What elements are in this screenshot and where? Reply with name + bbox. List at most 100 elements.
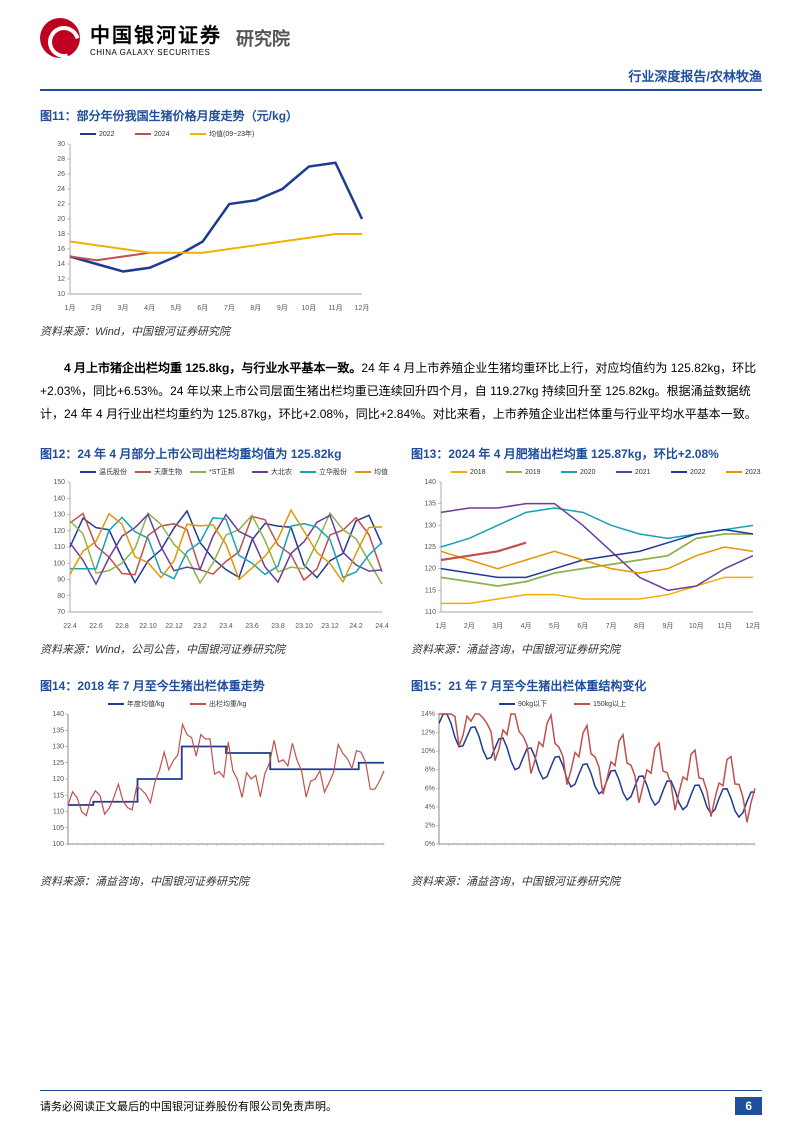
footer-divider bbox=[40, 1090, 762, 1091]
svg-text:7月: 7月 bbox=[224, 304, 235, 312]
logo-icon bbox=[40, 18, 80, 58]
fig11-title: 图11：部分年份我国生猪价格月度走势（元/kg） bbox=[40, 107, 762, 124]
svg-text:2020: 2020 bbox=[580, 469, 596, 476]
fig14-title: 图14：2018 年 7 月至今生猪出栏体重走势 bbox=[40, 677, 391, 694]
svg-text:22.6: 22.6 bbox=[89, 623, 103, 630]
svg-text:3月: 3月 bbox=[492, 622, 503, 630]
brand-block: 中国银河证券 CHINA GALAXY SECURITIES bbox=[90, 19, 222, 57]
svg-text:12月: 12月 bbox=[355, 304, 370, 312]
fig12-title: 图12：24 年 4 月部分上市公司出栏均重均值为 125.82kg bbox=[40, 445, 391, 462]
svg-text:2%: 2% bbox=[425, 823, 435, 830]
svg-text:0%: 0% bbox=[425, 841, 435, 848]
fig12-source: 资料来源：Wind，公司公告，中国银河证券研究院 bbox=[40, 641, 391, 657]
svg-text:8月: 8月 bbox=[250, 304, 261, 312]
svg-text:5月: 5月 bbox=[549, 622, 560, 630]
svg-text:23.6: 23.6 bbox=[245, 623, 259, 630]
svg-text:大北农: 大北农 bbox=[271, 467, 292, 476]
svg-text:天康生物: 天康生物 bbox=[154, 467, 182, 476]
row-12-13: 图12：24 年 4 月部分上市公司出栏均重均值为 125.82kg 70809… bbox=[40, 439, 762, 657]
svg-text:2024: 2024 bbox=[154, 131, 170, 138]
svg-text:120: 120 bbox=[424, 566, 436, 573]
svg-text:温氏股份: 温氏股份 bbox=[99, 467, 127, 476]
svg-text:24: 24 bbox=[57, 186, 65, 193]
svg-text:4月: 4月 bbox=[521, 622, 532, 630]
svg-text:6%: 6% bbox=[425, 786, 435, 793]
svg-text:125: 125 bbox=[424, 544, 436, 551]
svg-text:100: 100 bbox=[52, 841, 64, 848]
svg-text:10: 10 bbox=[57, 291, 65, 298]
fig11-chart: 10121416182022242628301月2月3月4月5月6月7月8月9月… bbox=[40, 126, 370, 316]
fig12-chart: 70809010011012013014015022.422.622.822.1… bbox=[40, 464, 390, 634]
svg-text:70: 70 bbox=[57, 609, 65, 616]
fig12-col: 图12：24 年 4 月部分上市公司出栏均重均值为 125.82kg 70809… bbox=[40, 439, 391, 657]
fig13-chart: 1101151201251301351401月2月3月4月5月6月7月8月9月1… bbox=[411, 464, 761, 634]
svg-text:4月: 4月 bbox=[144, 304, 155, 312]
svg-text:2022: 2022 bbox=[99, 131, 115, 138]
svg-text:5月: 5月 bbox=[171, 304, 182, 312]
svg-text:3月: 3月 bbox=[118, 304, 129, 312]
svg-text:6月: 6月 bbox=[197, 304, 208, 312]
svg-text:22.8: 22.8 bbox=[115, 623, 129, 630]
svg-text:10月: 10月 bbox=[302, 304, 317, 312]
svg-text:115: 115 bbox=[425, 588, 436, 595]
fig15-title: 图15：21 年 7 月至今生猪出栏体重结构变化 bbox=[411, 677, 762, 694]
svg-text:23.4: 23.4 bbox=[219, 623, 233, 630]
svg-text:150: 150 bbox=[53, 479, 65, 486]
disclaimer: 请务必阅读正文最后的中国银河证券股份有限公司免责声明。 bbox=[40, 1098, 337, 1114]
svg-text:立华股份: 立华股份 bbox=[319, 467, 347, 476]
svg-text:135: 135 bbox=[52, 728, 64, 735]
svg-text:2023: 2023 bbox=[745, 469, 761, 476]
fig14-chart: 100105110115120125130135140年度均值/kg出栏均重/k… bbox=[40, 696, 390, 866]
brand-en: CHINA GALAXY SECURITIES bbox=[90, 48, 222, 57]
svg-text:6月: 6月 bbox=[577, 622, 588, 630]
svg-text:120: 120 bbox=[53, 528, 65, 535]
svg-text:105: 105 bbox=[52, 825, 64, 832]
svg-text:18: 18 bbox=[57, 231, 65, 238]
svg-text:22.4: 22.4 bbox=[63, 623, 77, 630]
fig13-source: 资料来源：涌益咨询，中国银河证券研究院 bbox=[411, 641, 762, 657]
svg-text:11月: 11月 bbox=[717, 622, 731, 630]
svg-text:4%: 4% bbox=[425, 804, 435, 811]
page-header: 中国银河证券 CHINA GALAXY SECURITIES 研究院 bbox=[0, 0, 802, 66]
svg-text:22: 22 bbox=[57, 201, 65, 208]
svg-text:20: 20 bbox=[57, 216, 65, 223]
svg-text:24.4: 24.4 bbox=[375, 623, 389, 630]
fig14-source: 资料来源：涌益咨询，中国银河证券研究院 bbox=[40, 873, 391, 889]
svg-text:2018: 2018 bbox=[470, 469, 486, 476]
svg-text:100: 100 bbox=[53, 561, 65, 568]
svg-text:23.8: 23.8 bbox=[271, 623, 285, 630]
svg-text:135: 135 bbox=[424, 501, 436, 508]
svg-text:22.10: 22.10 bbox=[139, 623, 157, 630]
svg-text:2月: 2月 bbox=[91, 304, 102, 312]
fig15-col: 图15：21 年 7 月至今生猪出栏体重结构变化 0%2%4%6%8%10%12… bbox=[411, 671, 762, 889]
dept-label: 研究院 bbox=[236, 25, 290, 51]
svg-text:2022: 2022 bbox=[690, 469, 706, 476]
fig13-col: 图13：2024 年 4 月肥猪出栏均重 125.87kg，环比+2.08% 1… bbox=[411, 439, 762, 657]
svg-text:1月: 1月 bbox=[65, 304, 76, 312]
svg-text:130: 130 bbox=[52, 744, 64, 751]
row-14-15: 图14：2018 年 7 月至今生猪出栏体重走势 100105110115120… bbox=[40, 671, 762, 889]
svg-text:28: 28 bbox=[57, 156, 65, 163]
svg-text:22.12: 22.12 bbox=[165, 623, 183, 630]
svg-text:90: 90 bbox=[57, 577, 65, 584]
svg-text:1月: 1月 bbox=[436, 622, 447, 630]
svg-text:年度均值/kg: 年度均值/kg bbox=[127, 699, 164, 708]
svg-text:9月: 9月 bbox=[662, 622, 673, 630]
fig15-chart: 0%2%4%6%8%10%12%14%90kg以下150kg以上 bbox=[411, 696, 761, 866]
subheader: 行业深度报告/农林牧渔 bbox=[0, 66, 802, 89]
svg-text:150kg以上: 150kg以上 bbox=[593, 699, 626, 708]
svg-text:30: 30 bbox=[57, 141, 65, 148]
svg-text:16: 16 bbox=[57, 246, 65, 253]
svg-text:12月: 12月 bbox=[746, 622, 761, 630]
svg-text:12: 12 bbox=[57, 276, 65, 283]
svg-text:12%: 12% bbox=[421, 730, 435, 737]
svg-text:110: 110 bbox=[54, 544, 65, 551]
svg-text:2021: 2021 bbox=[635, 469, 651, 476]
svg-text:23.10: 23.10 bbox=[295, 623, 313, 630]
svg-text:140: 140 bbox=[53, 496, 65, 503]
body-para: 4 月上市猪企出栏均重 125.8kg，与行业水平基本一致。24 年 4 月上市… bbox=[40, 357, 762, 425]
svg-text:*ST正邦: *ST正邦 bbox=[209, 467, 235, 476]
svg-text:14: 14 bbox=[57, 261, 65, 268]
svg-text:140: 140 bbox=[424, 479, 436, 486]
svg-text:10月: 10月 bbox=[689, 622, 704, 630]
